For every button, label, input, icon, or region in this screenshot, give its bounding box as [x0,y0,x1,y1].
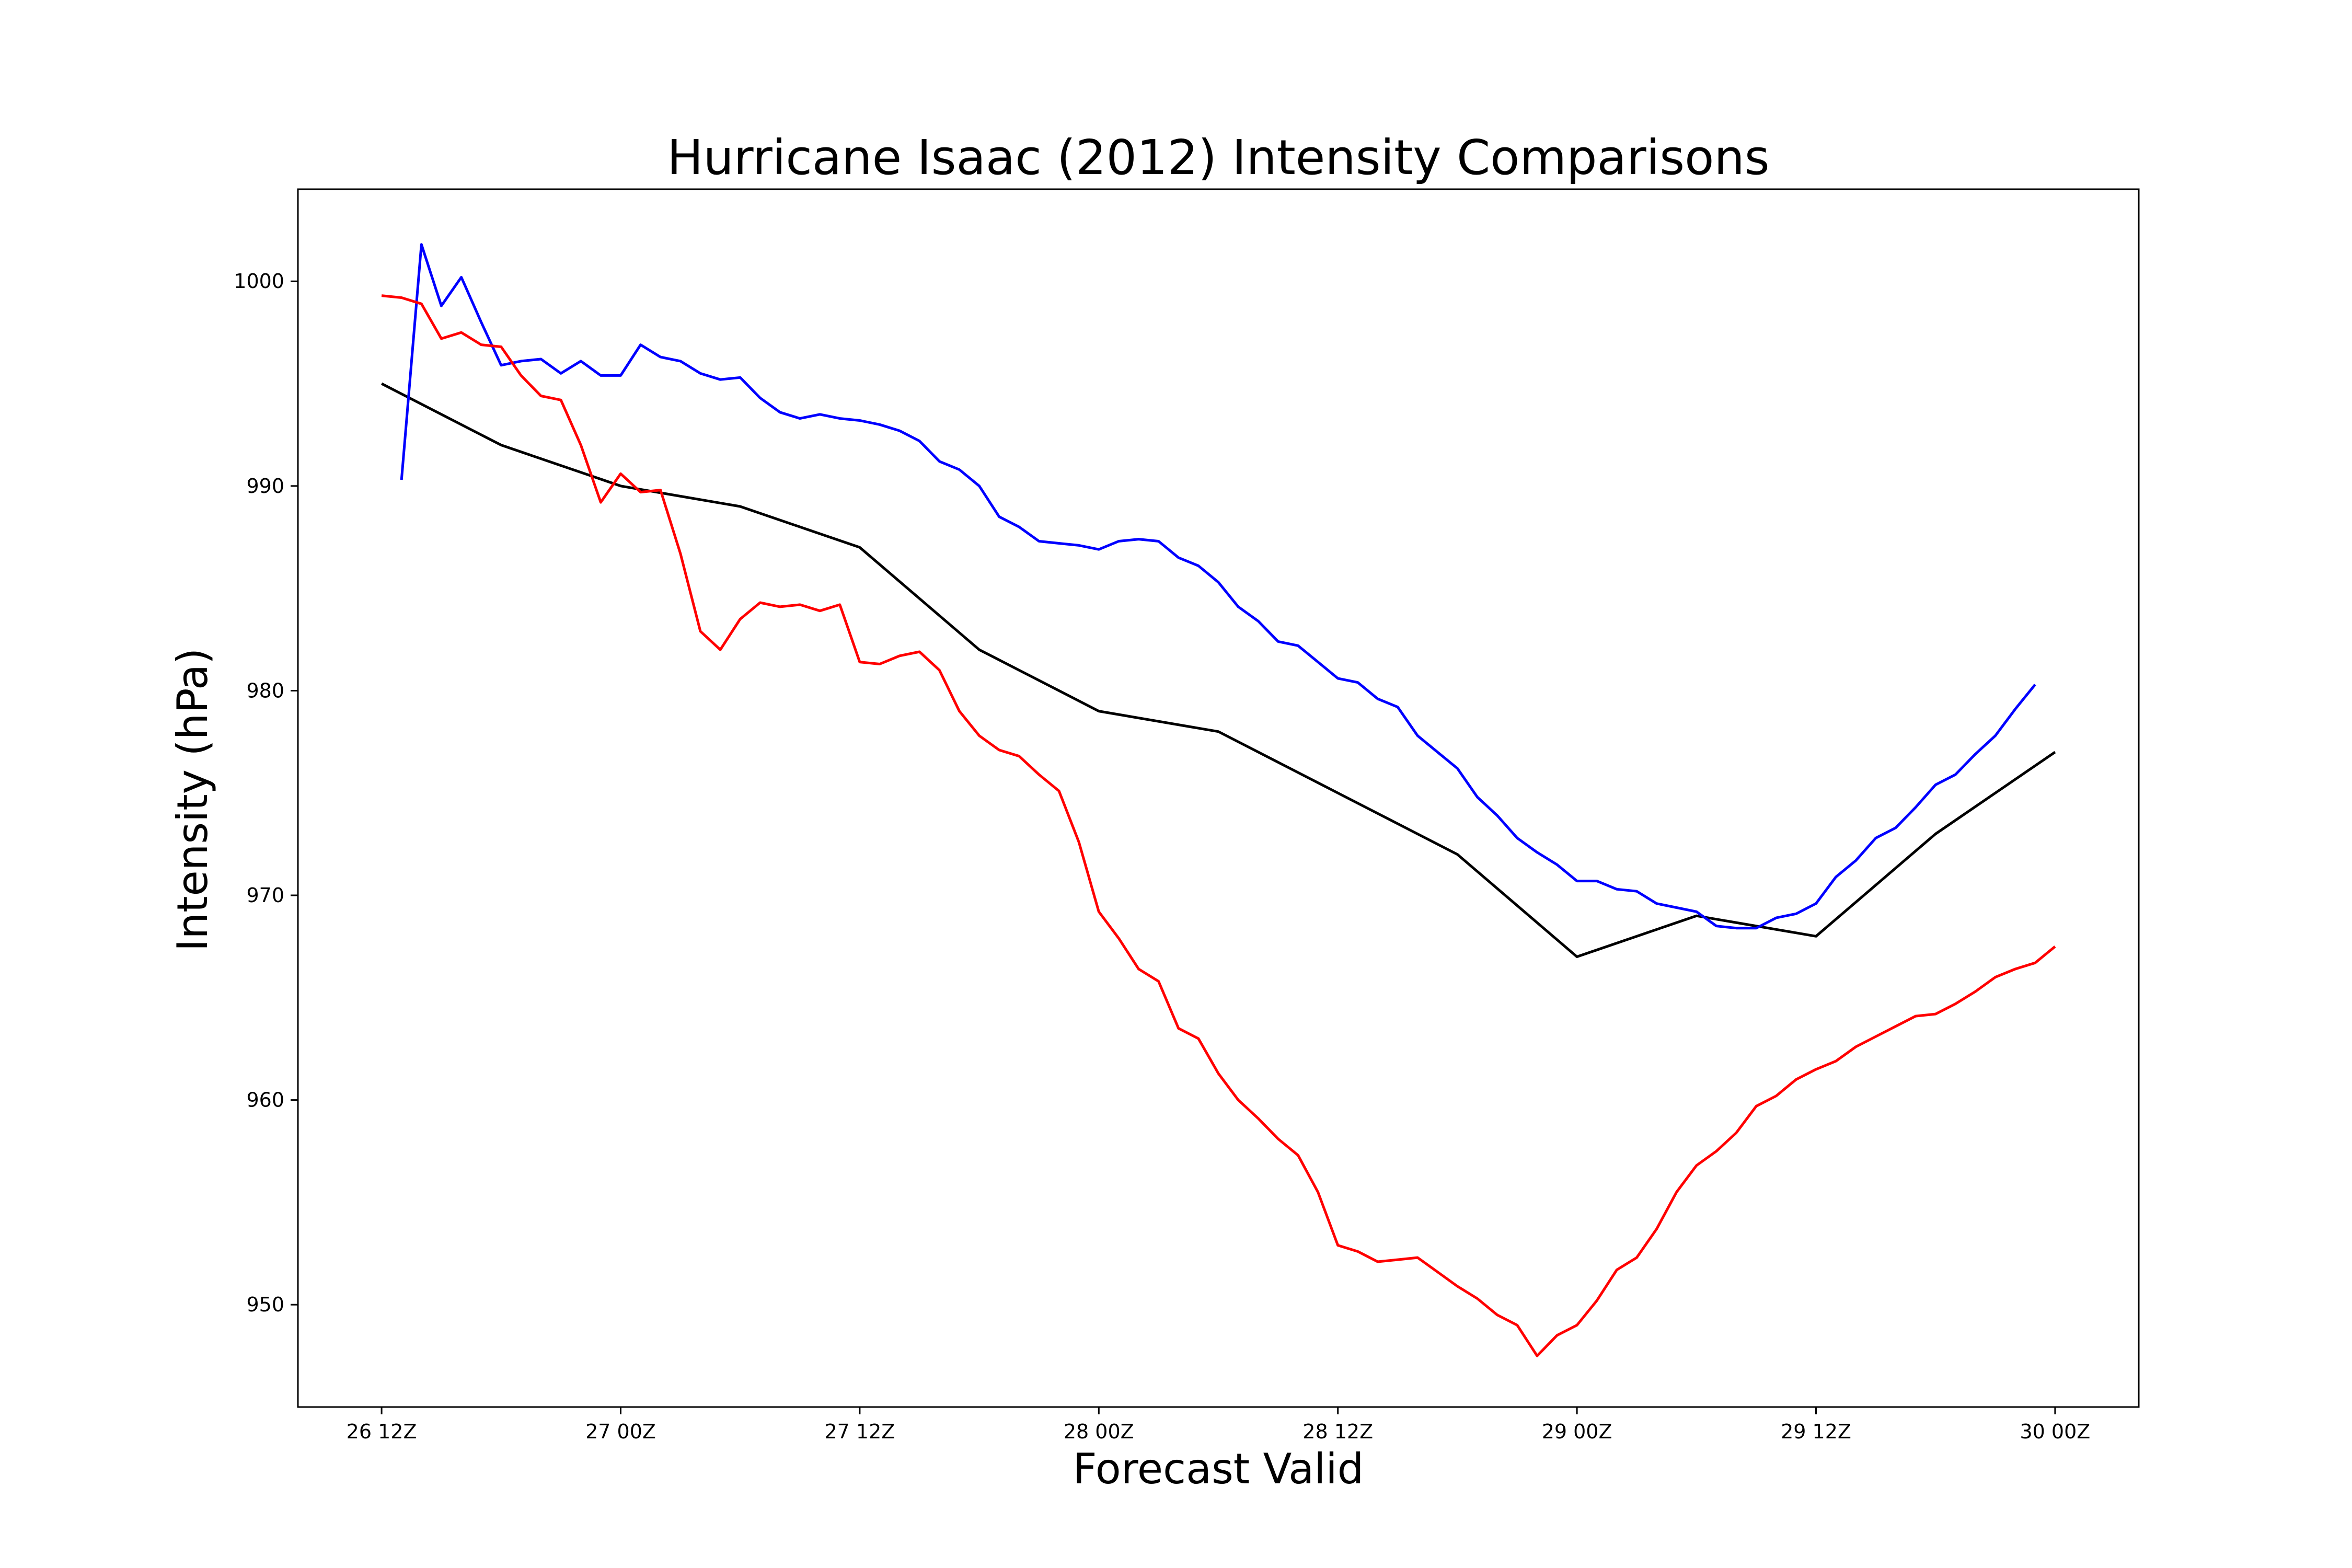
series-line-1 [381,382,2056,958]
y-tick-label: 970 [246,884,284,907]
y-tick-label: 990 [246,475,284,498]
chart-title: Hurricane Isaac (2012) Intensity Compari… [667,130,1769,186]
x-tick-label: 29 12Z [1781,1420,1851,1443]
tick-layer: 26 12Z 27 00Z 27 12Z 28 00Z 28 12Z 29 00Z 29 1… [234,270,2090,1443]
x-tick-label: 30 00Z [2020,1420,2090,1443]
x-axis-label: Forecast Valid [1073,1445,1364,1493]
series-line-3 [381,294,2056,1357]
x-tick-label: 28 12Z [1302,1420,1373,1443]
y-tick-label: 950 [246,1293,284,1316]
series-layer [381,243,2056,1357]
x-tick-label: 27 12Z [824,1420,895,1443]
y-tick-label: 1000 [234,270,284,293]
x-tick-label: 29 00Z [1542,1420,1612,1443]
x-tick-label: 28 00Z [1064,1420,1134,1443]
y-axis-label: Intensity (hPa) [168,648,217,951]
y-tick-label: 960 [246,1089,284,1112]
x-tick-label: 27 00Z [585,1420,656,1443]
y-tick-label: 980 [246,679,284,702]
x-tick-label: 26 12Z [347,1420,417,1443]
series-line-2 [400,243,2036,930]
plot-frame [297,188,2140,1408]
